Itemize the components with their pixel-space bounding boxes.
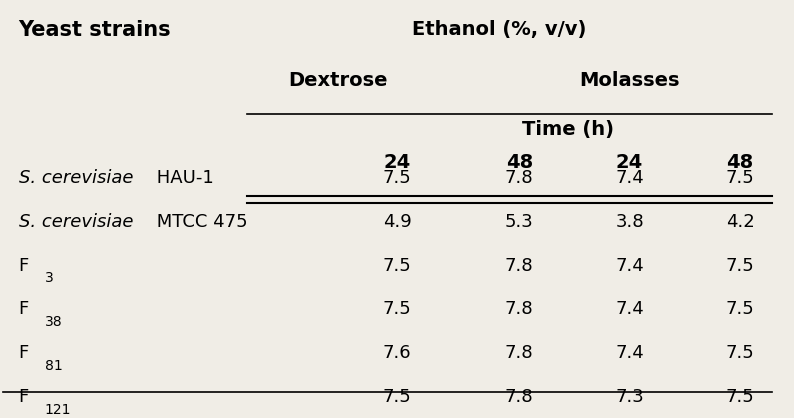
Text: Yeast strains: Yeast strains — [18, 20, 172, 41]
Text: 38: 38 — [44, 315, 62, 329]
Text: 7.5: 7.5 — [726, 257, 754, 275]
Text: MTCC 475: MTCC 475 — [151, 213, 248, 231]
Text: Molasses: Molasses — [580, 71, 680, 90]
Text: 7.5: 7.5 — [383, 257, 411, 275]
Text: 7.4: 7.4 — [615, 301, 644, 319]
Text: 48: 48 — [727, 153, 754, 172]
Text: 7.4: 7.4 — [615, 344, 644, 362]
Text: S. cerevisiae: S. cerevisiae — [18, 213, 133, 231]
Text: 7.8: 7.8 — [505, 257, 534, 275]
Text: 3: 3 — [44, 271, 53, 285]
Text: 4.9: 4.9 — [383, 213, 411, 231]
Text: 7.4: 7.4 — [615, 169, 644, 187]
Text: 81: 81 — [44, 359, 62, 373]
Text: 48: 48 — [506, 153, 533, 172]
Text: 24: 24 — [616, 153, 643, 172]
Text: F: F — [18, 344, 29, 362]
Text: 7.8: 7.8 — [505, 344, 534, 362]
Text: S. cerevisiae: S. cerevisiae — [18, 169, 133, 187]
Text: 7.5: 7.5 — [726, 301, 754, 319]
Text: 7.5: 7.5 — [383, 388, 411, 406]
Text: 7.4: 7.4 — [615, 257, 644, 275]
Text: Time (h): Time (h) — [522, 120, 615, 139]
Text: HAU-1: HAU-1 — [151, 169, 214, 187]
Text: 7.8: 7.8 — [505, 169, 534, 187]
Text: 7.5: 7.5 — [383, 169, 411, 187]
Text: F: F — [18, 301, 29, 319]
Text: 7.3: 7.3 — [615, 388, 644, 406]
Text: Dextrose: Dextrose — [288, 71, 387, 90]
Text: 7.8: 7.8 — [505, 388, 534, 406]
Text: 4.2: 4.2 — [726, 213, 754, 231]
Text: 5.3: 5.3 — [505, 213, 534, 231]
Text: 7.5: 7.5 — [726, 388, 754, 406]
Text: 7.5: 7.5 — [726, 169, 754, 187]
Text: 121: 121 — [44, 403, 71, 417]
Text: 24: 24 — [384, 153, 410, 172]
Text: 7.8: 7.8 — [505, 301, 534, 319]
Text: 3.8: 3.8 — [615, 213, 644, 231]
Text: Ethanol (%, v/v): Ethanol (%, v/v) — [412, 20, 587, 39]
Text: 7.6: 7.6 — [383, 344, 411, 362]
Text: 7.5: 7.5 — [726, 344, 754, 362]
Text: F: F — [18, 388, 29, 406]
Text: 7.5: 7.5 — [383, 301, 411, 319]
Text: F: F — [18, 257, 29, 275]
